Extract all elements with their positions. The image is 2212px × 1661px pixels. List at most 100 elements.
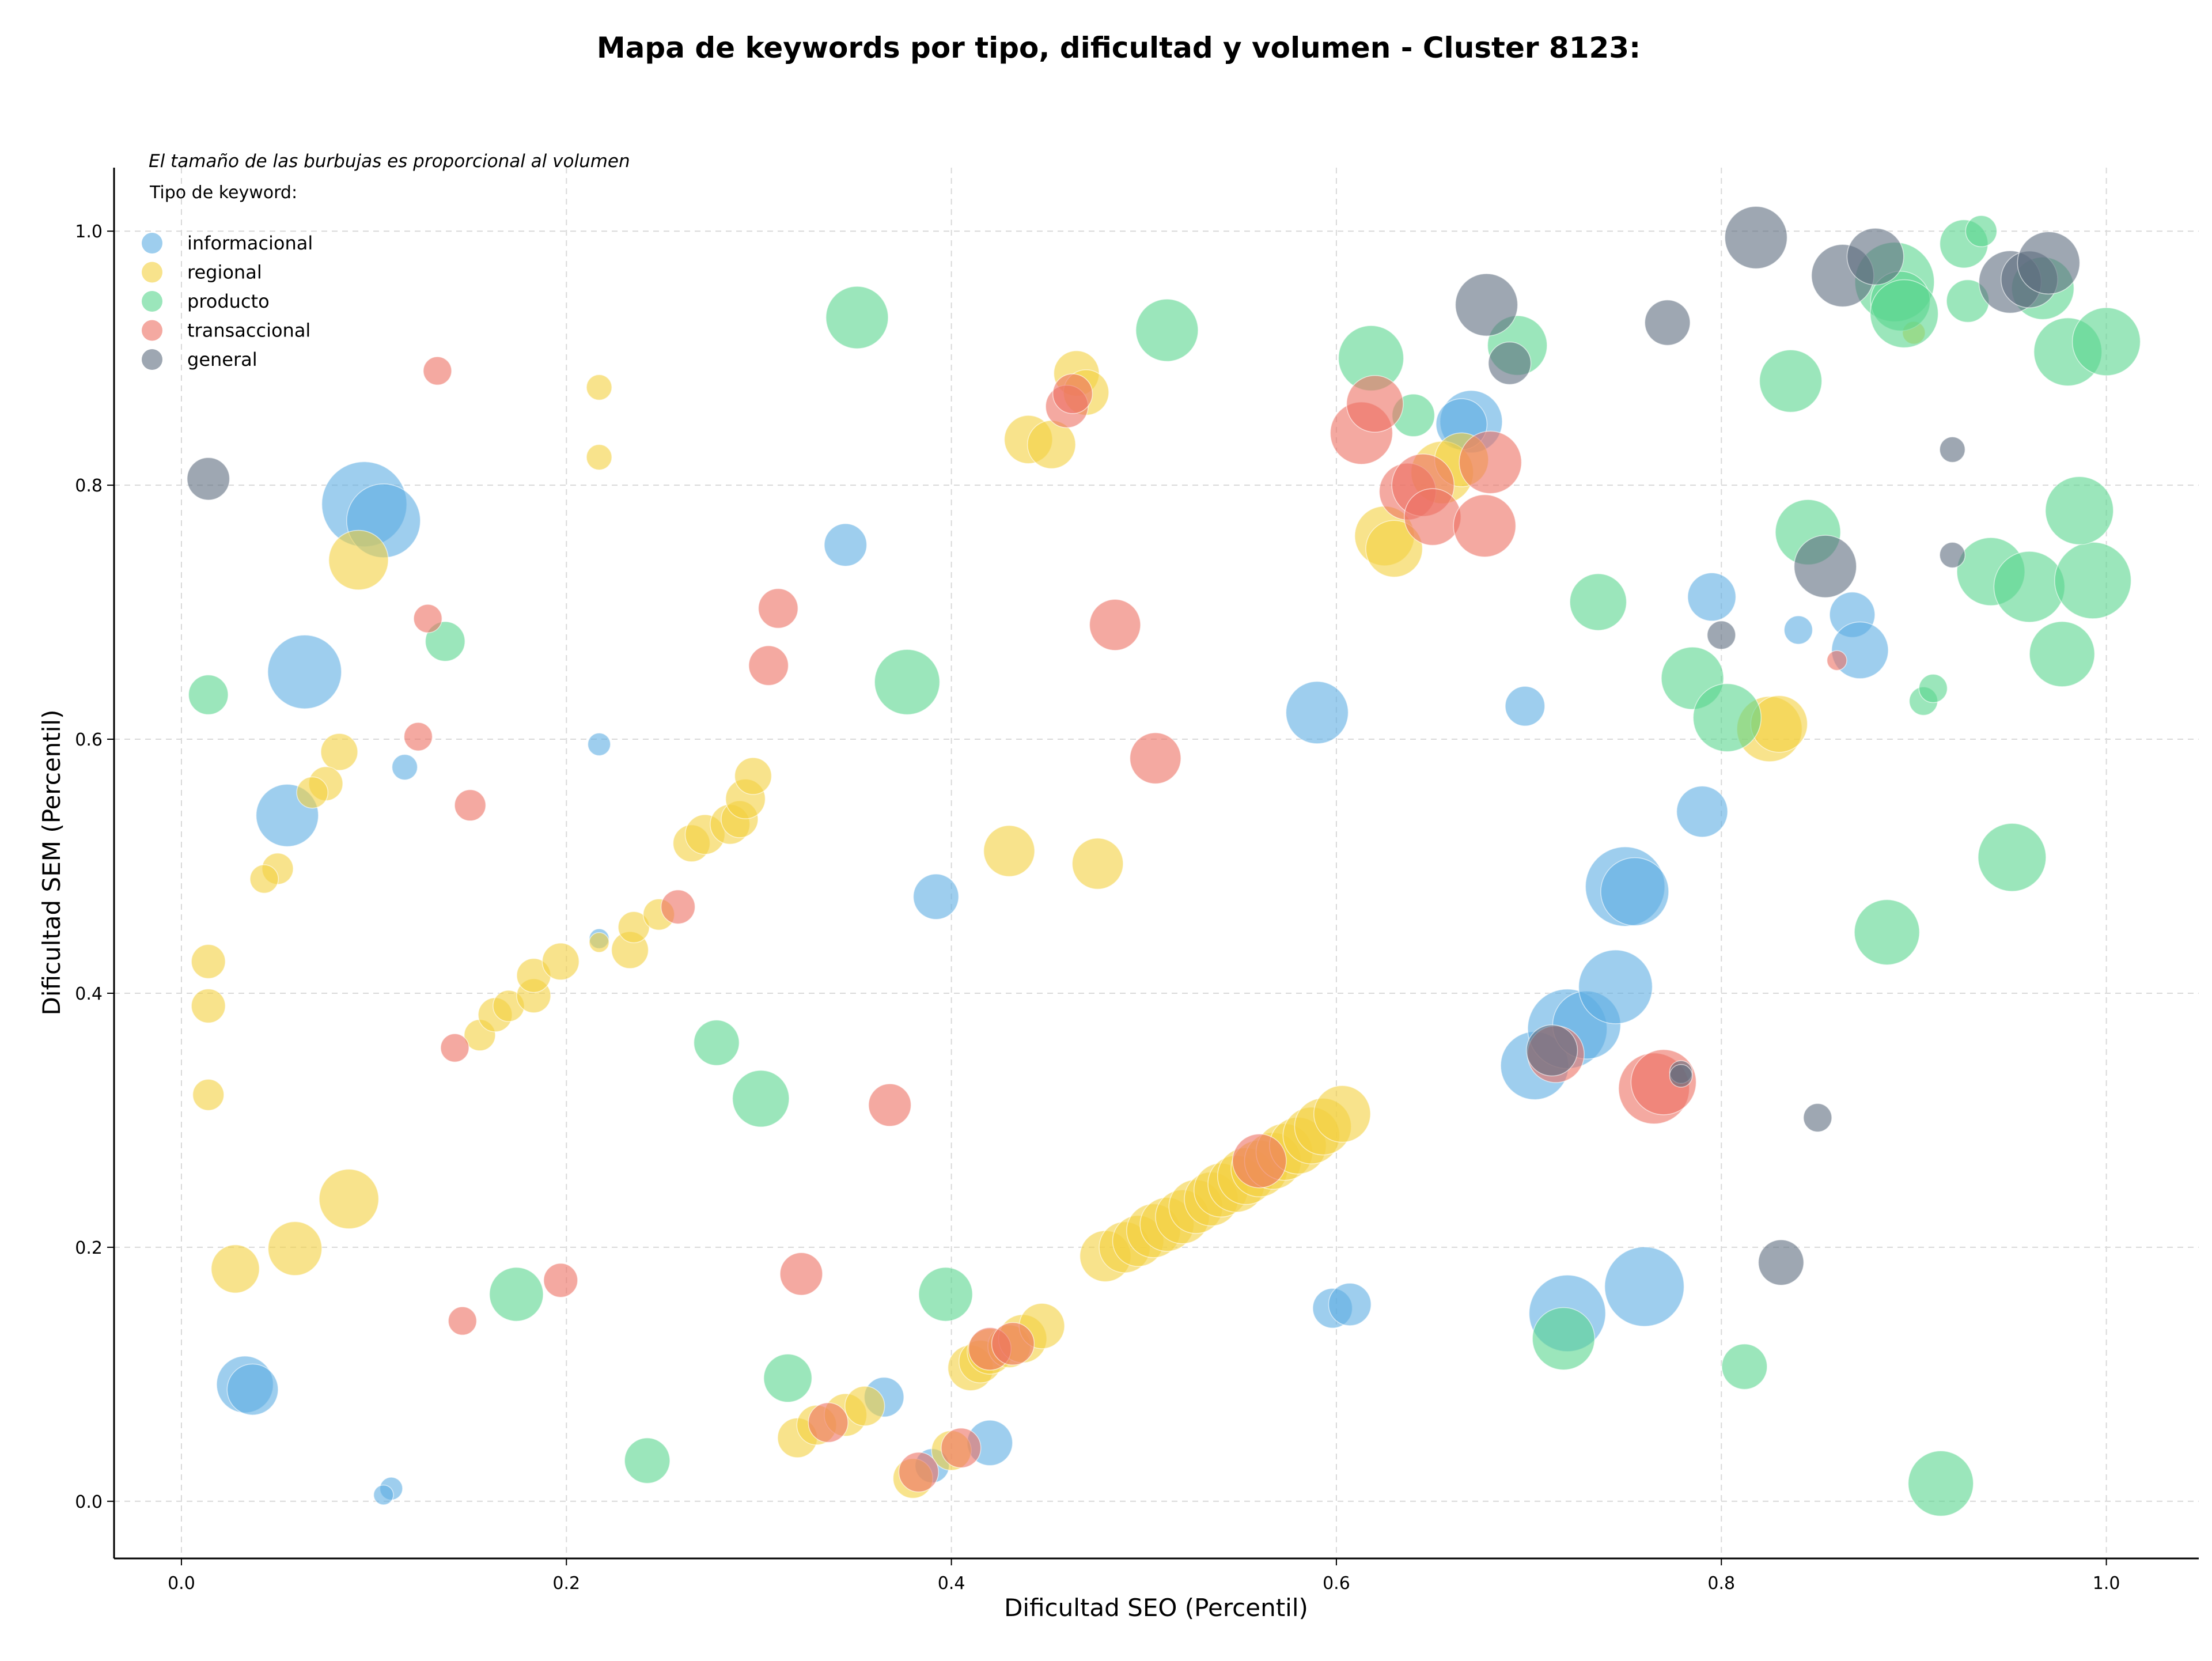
regional-bubble <box>191 944 226 979</box>
transaccional-bubble <box>779 1252 823 1296</box>
transaccional-bubble <box>868 1083 912 1127</box>
producto-bubble <box>825 286 889 349</box>
informacional-bubble <box>587 732 611 756</box>
producto-bubble <box>1759 349 1823 413</box>
general-bubble <box>187 457 230 501</box>
y-tick-label: 0.8 <box>75 476 103 496</box>
regional-bubble <box>589 932 610 953</box>
transaccional-bubble <box>454 789 487 822</box>
general-bubble <box>1644 299 1691 346</box>
regional-bubble <box>541 943 580 981</box>
transaccional-bubble <box>941 1428 982 1469</box>
producto-bubble <box>1721 1343 1768 1390</box>
producto-bubble <box>1965 215 1998 248</box>
axis-ticks: 0.0 0.2 0.4 0.6 0.8 1.0 0.0 0.2 0.4 0.6 0.8 1.0 <box>75 222 2120 1594</box>
y-tick-label: 1.0 <box>75 222 103 242</box>
general-bubble <box>1706 620 1736 650</box>
general-bubble <box>1793 535 1857 599</box>
legend-title: Tipo de keyword: <box>149 183 297 203</box>
producto-bubble <box>1532 1307 1596 1371</box>
general-bubble <box>1846 228 1904 286</box>
transaccional-bubble <box>808 1402 849 1443</box>
general-bubble <box>1488 341 1532 385</box>
legend-label-informacional: informacional <box>187 232 313 254</box>
transaccional-bubble <box>413 604 443 633</box>
producto-bubble <box>425 621 465 662</box>
informacional-bubble <box>391 754 418 781</box>
transaccional-bubble <box>1404 488 1461 546</box>
informacional-bubble <box>1578 949 1653 1024</box>
transaccional-bubble <box>1232 1133 1287 1189</box>
transaccional-bubble <box>1826 650 1847 671</box>
informacional-bubble <box>1600 857 1669 926</box>
general-bubble <box>1939 436 1966 463</box>
regional-bubble <box>983 825 1035 877</box>
regional-bubble <box>191 988 226 1024</box>
informacional-bubble <box>1328 1282 1372 1326</box>
informacional-bubble <box>267 634 342 709</box>
regional-bubble <box>844 1386 885 1427</box>
regional-bubble <box>320 733 358 771</box>
x-tick-label: 0.0 <box>168 1573 195 1594</box>
legend-marker-general <box>142 349 162 370</box>
producto-bubble <box>1993 551 2066 623</box>
x-tick-label: 0.4 <box>938 1573 965 1594</box>
transaccional-bubble <box>898 1451 939 1493</box>
informacional-bubble <box>1604 1246 1685 1327</box>
general-bubble <box>1758 1239 1805 1286</box>
transaccional-bubble <box>440 1033 469 1063</box>
y-tick-label: 0.6 <box>75 730 103 750</box>
producto-bubble <box>763 1353 813 1403</box>
regional-bubble <box>267 1221 323 1276</box>
regional-bubble <box>1313 1085 1371 1143</box>
informacional-bubble <box>373 1484 394 1505</box>
regional-bubble <box>328 529 389 591</box>
transaccional-bubble <box>1089 599 1141 651</box>
producto-bubble <box>918 1267 974 1322</box>
informacional-bubble <box>1676 785 1728 838</box>
y-axis-label: Dificultad SEM (Percentil) <box>37 710 66 1016</box>
transaccional-bubble <box>660 889 696 925</box>
transaccional-bubble <box>1459 430 1522 494</box>
bubbles <box>187 206 2141 1517</box>
producto-bubble <box>1918 674 1948 703</box>
legend-label-regional: regional <box>187 262 262 283</box>
producto-bubble <box>732 1069 790 1127</box>
general-bubble <box>1939 542 1966 569</box>
legend-label-producto: producto <box>187 290 270 312</box>
regional-bubble <box>249 864 279 894</box>
bubble-size-note: El tamaño de las burbujas es proporciona… <box>149 151 630 172</box>
informacional-bubble <box>1505 686 1546 727</box>
transaccional-bubble <box>403 722 433 751</box>
y-tick-label: 0.4 <box>75 984 103 1004</box>
regional-bubble <box>586 444 612 471</box>
regional-bubble <box>319 1168 380 1229</box>
regional-bubble <box>1071 838 1124 890</box>
legend-label-general: general <box>187 349 257 370</box>
general-bubble <box>1669 1064 1693 1088</box>
producto-bubble <box>2071 307 2141 376</box>
transaccional-bubble <box>448 1306 478 1336</box>
regional-bubble <box>1365 520 1423 578</box>
transaccional-bubble <box>757 588 799 629</box>
chart-title: Mapa de keywords por tipo, dificultad y … <box>597 31 1641 65</box>
regional-bubble <box>734 757 772 795</box>
informacional-bubble <box>824 523 868 567</box>
producto-bubble <box>188 674 229 716</box>
general-bubble <box>1455 273 1518 336</box>
producto-bubble <box>1869 279 1939 349</box>
regional-bubble <box>296 776 329 809</box>
regional-bubble <box>192 1079 225 1111</box>
x-tick-label: 0.8 <box>1707 1573 1735 1594</box>
informacional-bubble <box>1783 615 1813 645</box>
transaccional-bubble <box>1346 375 1404 433</box>
general-bubble <box>1526 1024 1578 1077</box>
y-tick-label: 0.0 <box>75 1492 103 1512</box>
producto-bubble <box>874 649 941 716</box>
informacional-bubble <box>226 1363 279 1416</box>
informacional-bubble <box>912 873 960 920</box>
x-axis-label: Dificultad SEO (Percentil) <box>1004 1594 1308 1622</box>
regional-bubble <box>210 1244 260 1293</box>
legend-label-transaccional: transaccional <box>187 320 310 342</box>
